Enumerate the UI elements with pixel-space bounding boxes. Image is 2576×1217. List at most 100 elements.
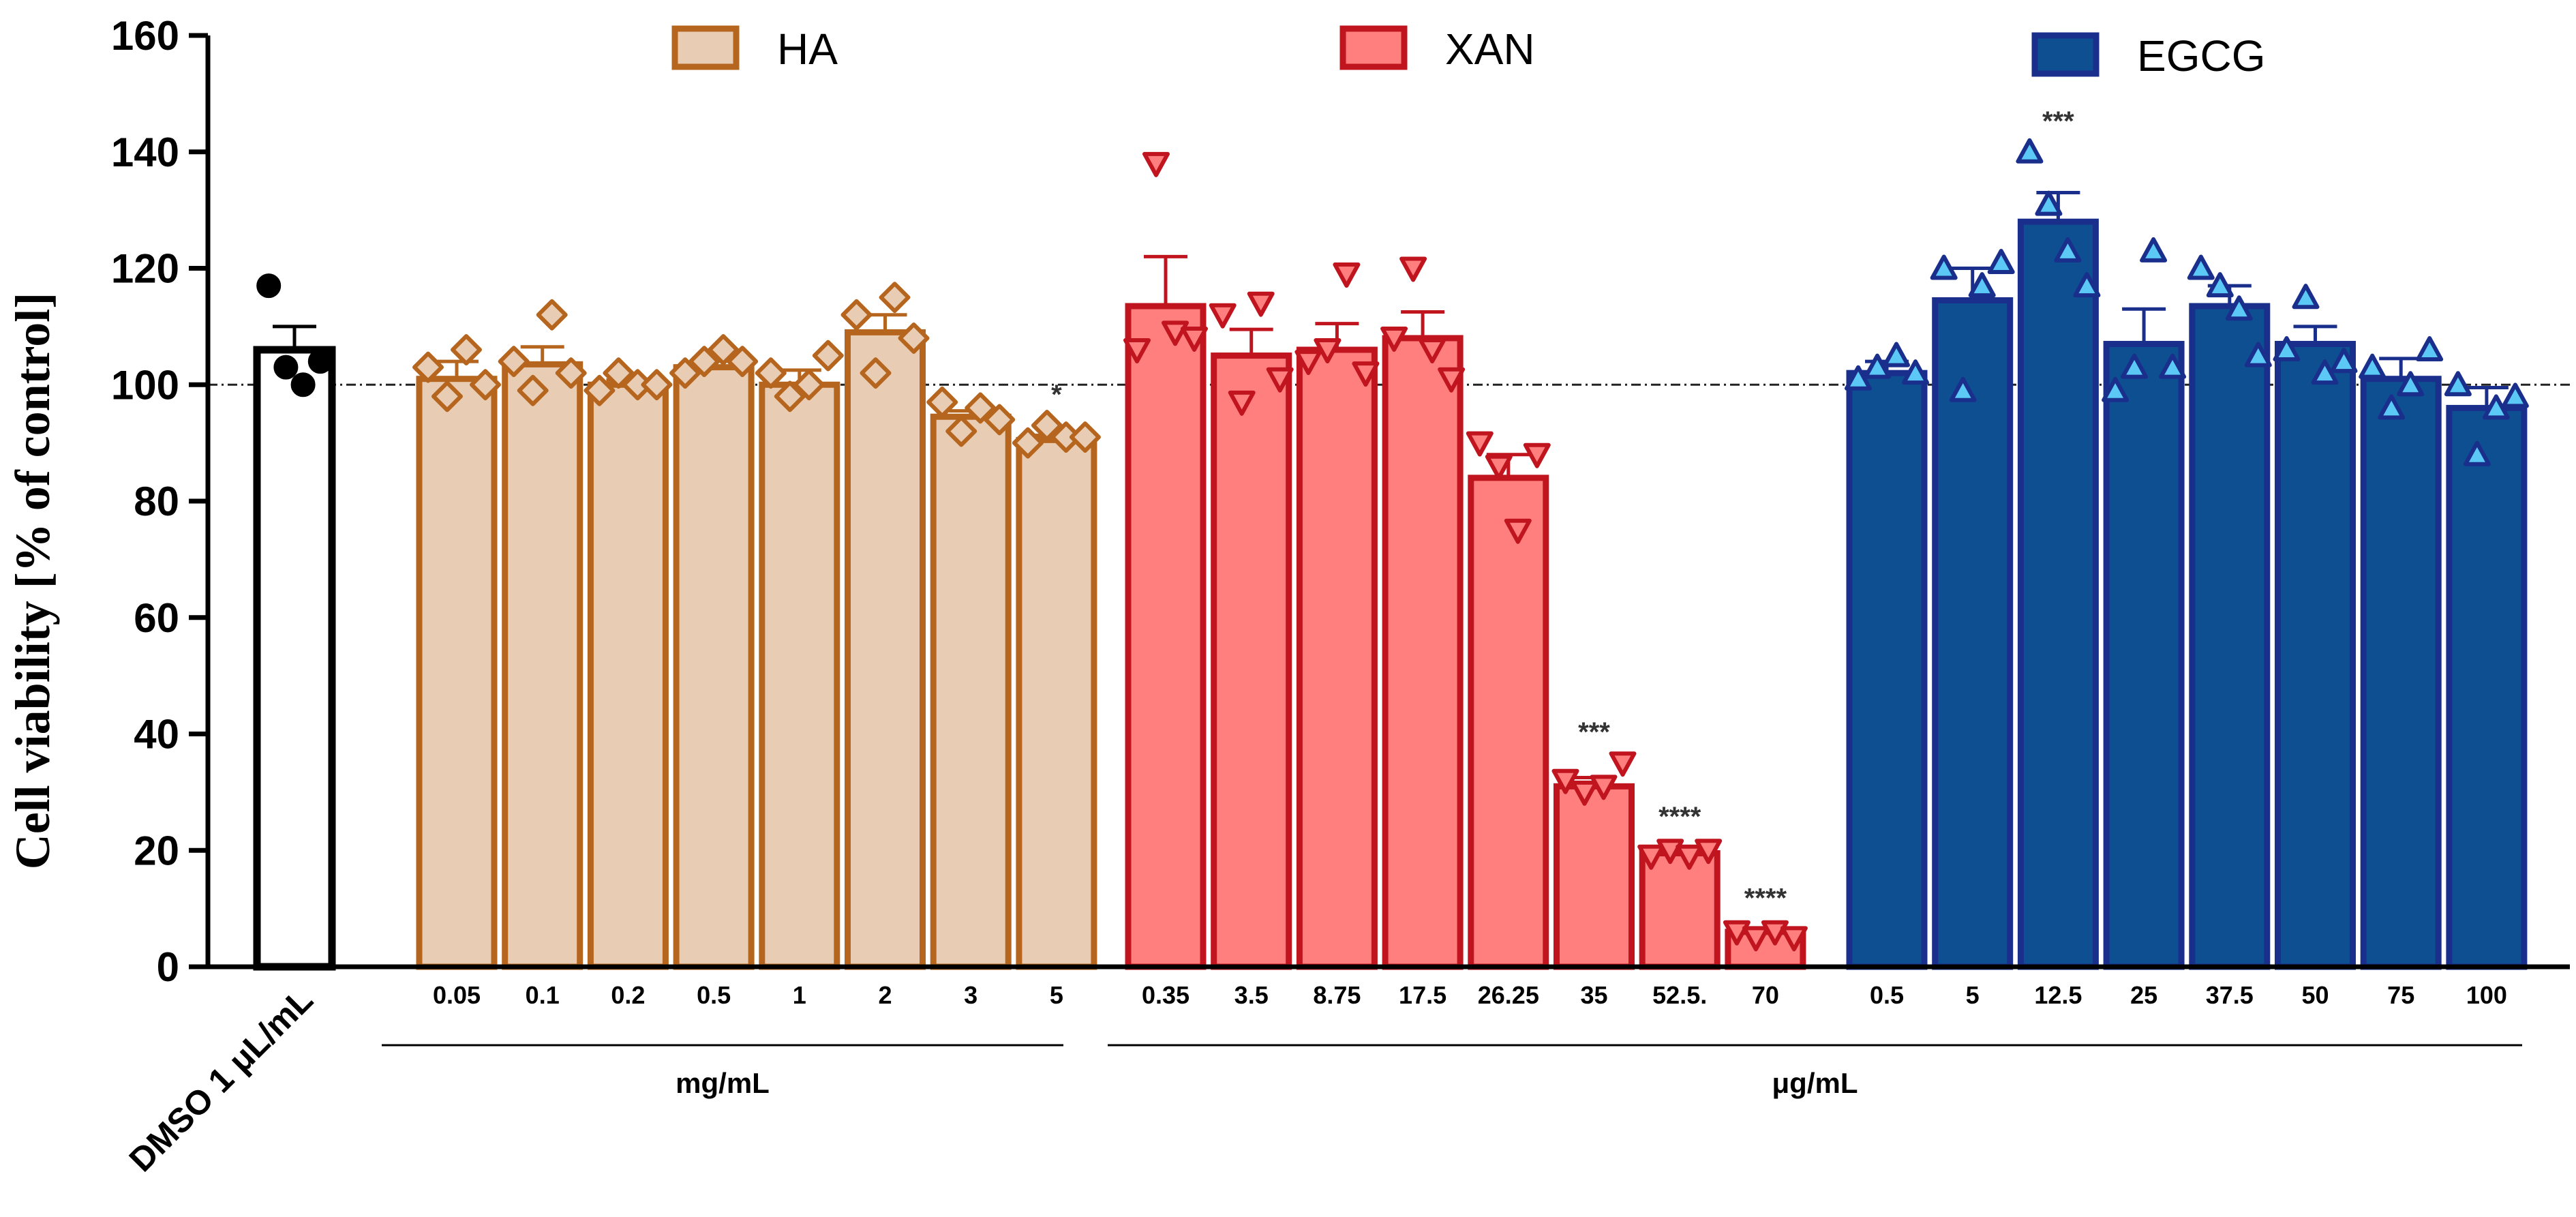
point-xan bbox=[1247, 291, 1275, 317]
bars-group bbox=[253, 218, 2528, 971]
x-tick-ha-5: 5 bbox=[1050, 981, 1063, 1009]
x-tick-egcg-5: 5 bbox=[1966, 981, 1980, 1009]
y-tick-label: 80 bbox=[134, 479, 179, 524]
point-egcg bbox=[1902, 359, 1929, 385]
x-tick-xan-35: 35 bbox=[1580, 981, 1607, 1009]
point-xan bbox=[1609, 751, 1637, 777]
point-xan bbox=[1742, 926, 1770, 952]
legend-swatch-xan bbox=[1339, 25, 1408, 70]
point-xan bbox=[1590, 775, 1618, 800]
x-tick-ha-0.05: 0.05 bbox=[433, 981, 481, 1009]
x-tick-xan-3.5: 3.5 bbox=[1234, 981, 1269, 1009]
point-xan bbox=[1571, 780, 1598, 806]
y-tick-label: 100 bbox=[111, 362, 179, 408]
x-tick-xan-70: 70 bbox=[1752, 981, 1779, 1009]
point-dmso bbox=[273, 355, 299, 380]
x-tick-egcg-0.5: 0.5 bbox=[1870, 981, 1904, 1009]
point-xan bbox=[1485, 454, 1513, 480]
bar-xan-35 bbox=[1554, 783, 1635, 970]
point-xan bbox=[1438, 367, 1466, 393]
x-tick-egcg-50: 50 bbox=[2301, 981, 2329, 1009]
point-xan bbox=[1466, 431, 1494, 457]
point-egcg bbox=[1968, 272, 1996, 298]
point-xan bbox=[1123, 338, 1151, 364]
bar-egcg-75 bbox=[2360, 376, 2442, 970]
point-dmso bbox=[256, 273, 282, 299]
point-egcg bbox=[2206, 272, 2234, 298]
point-egcg bbox=[2501, 382, 2529, 408]
x-tick-egcg-37.5: 37.5 bbox=[2206, 981, 2254, 1009]
legend-label-egcg: EGCG bbox=[2137, 31, 2265, 80]
bar-ha-3 bbox=[930, 413, 1012, 970]
bar-xan-3.5 bbox=[1211, 352, 1292, 970]
x-tick-ha-0.5: 0.5 bbox=[697, 981, 731, 1009]
point-ha bbox=[945, 415, 978, 447]
bar-ha-2 bbox=[845, 329, 926, 970]
error-bar-egcg-100 bbox=[2464, 386, 2509, 408]
point-ha bbox=[688, 346, 721, 378]
legend-swatch-ha bbox=[671, 25, 740, 70]
point-dmso bbox=[290, 372, 316, 397]
error-bar-ha-0.1 bbox=[520, 345, 564, 365]
bar-ha-1 bbox=[759, 381, 840, 970]
bar-ha-0.2 bbox=[587, 381, 669, 970]
point-ha bbox=[1012, 427, 1044, 459]
point-xan bbox=[1419, 338, 1446, 364]
x-tick-ha-0.2: 0.2 bbox=[611, 981, 645, 1009]
point-xan bbox=[1333, 262, 1361, 288]
legend-swatch-egcg bbox=[2031, 32, 2100, 77]
point-egcg bbox=[2359, 353, 2386, 379]
point-xan bbox=[1780, 926, 1808, 952]
point-egcg bbox=[2273, 336, 2301, 362]
bar-egcg-50 bbox=[2275, 340, 2356, 970]
point-egcg bbox=[2102, 376, 2130, 402]
point-xan bbox=[1314, 338, 1342, 364]
point-egcg bbox=[2225, 295, 2253, 321]
point-egcg bbox=[2016, 138, 2044, 164]
y-tick-label: 0 bbox=[157, 944, 179, 990]
bar-ha-0.1 bbox=[502, 361, 584, 970]
x-tick-ha-2: 2 bbox=[878, 981, 892, 1009]
significance-egcg-12.5: *** bbox=[2042, 106, 2074, 136]
x-tick-xan-52.5.: 52.5. bbox=[1652, 981, 1707, 1009]
significance-ha-5: * bbox=[1051, 380, 1062, 410]
point-xan bbox=[1228, 390, 1256, 416]
bar-xan-0.35 bbox=[1125, 303, 1207, 970]
point-xan bbox=[1142, 151, 1170, 177]
bar-dmso-control bbox=[253, 346, 336, 971]
point-egcg bbox=[2073, 272, 2101, 298]
significance-xan-52.5.: **** bbox=[1658, 802, 1701, 832]
x-tick-egcg-12.5: 12.5 bbox=[2034, 981, 2082, 1009]
error-bar-ha-0.05 bbox=[435, 359, 479, 379]
point-egcg bbox=[1883, 342, 1910, 367]
bar-egcg-100 bbox=[2446, 404, 2528, 970]
point-xan bbox=[1523, 442, 1551, 468]
point-ha bbox=[898, 322, 930, 354]
error-bar-egcg-75 bbox=[2379, 357, 2423, 379]
point-ha bbox=[603, 357, 635, 389]
point-ha bbox=[584, 374, 616, 406]
error-bar-xan-0.35 bbox=[1144, 254, 1187, 306]
point-egcg bbox=[2378, 394, 2406, 420]
error-bar-xan-3.5 bbox=[1229, 327, 1273, 356]
point-ha bbox=[555, 357, 587, 389]
unit-label-mg-ml: mg/mL bbox=[676, 1067, 770, 1099]
legend-label-xan: XAN bbox=[1445, 25, 1535, 74]
x-tick-egcg-25: 25 bbox=[2130, 981, 2157, 1009]
data-points-group bbox=[256, 138, 2529, 952]
point-ha bbox=[860, 357, 892, 389]
point-egcg bbox=[2035, 190, 2063, 216]
bar-egcg-0.5 bbox=[1846, 370, 1928, 970]
point-egcg bbox=[2416, 336, 2444, 362]
point-egcg bbox=[1949, 376, 1977, 402]
x-tick-xan-26.25: 26.25 bbox=[1478, 981, 1539, 1009]
significance-xan-70: **** bbox=[1744, 884, 1787, 914]
point-xan bbox=[1181, 326, 1208, 352]
x-tick-xan-17.5: 17.5 bbox=[1399, 981, 1446, 1009]
y-tick-label: 140 bbox=[111, 130, 179, 175]
y-tick-label: 120 bbox=[111, 246, 179, 292]
point-xan bbox=[1637, 844, 1665, 870]
point-egcg bbox=[2330, 348, 2358, 374]
x-tick-egcg-100: 100 bbox=[2466, 981, 2507, 1009]
